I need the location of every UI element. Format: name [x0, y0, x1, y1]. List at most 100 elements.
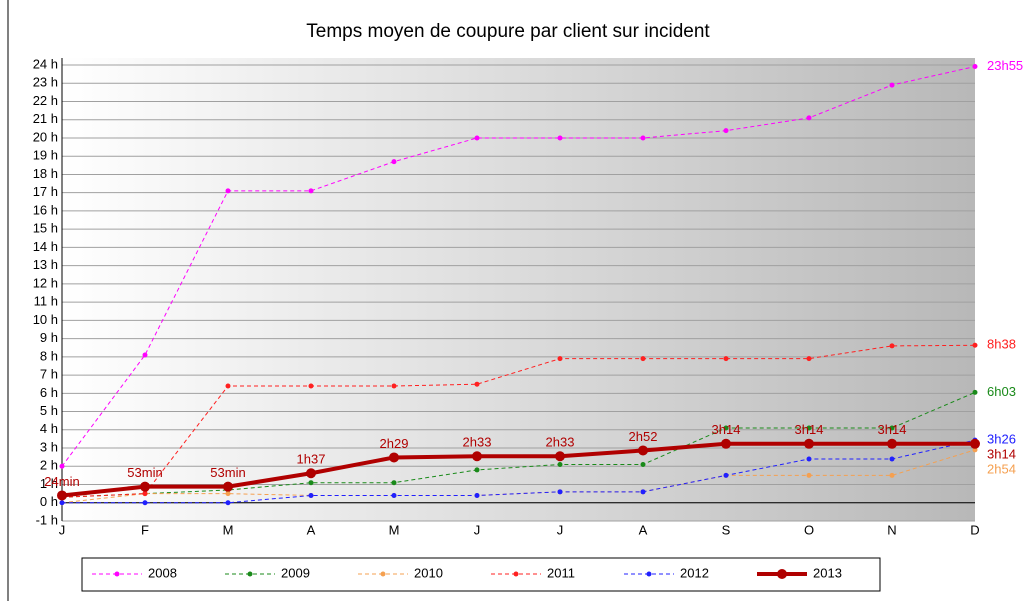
data-point [640, 135, 646, 141]
y-tick-label: 10 h [33, 312, 58, 327]
y-tick-label: 18 h [33, 166, 58, 181]
y-tick-label: 19 h [33, 148, 58, 163]
y-tick-label: 21 h [33, 111, 58, 126]
data-point [721, 438, 731, 449]
data-point [225, 383, 231, 389]
x-tick-label: D [970, 522, 979, 537]
y-tick-label: 6 h [40, 385, 58, 400]
x-tick-label: J [557, 522, 564, 537]
data-point [887, 438, 897, 449]
y-tick-label: 1 h [40, 476, 58, 491]
y-tick-label: 20 h [33, 129, 58, 144]
data-label: 24min [44, 474, 79, 489]
x-tick-label: M [223, 522, 234, 537]
data-point [225, 491, 231, 497]
data-point [389, 452, 399, 463]
x-tick-label: N [887, 522, 896, 537]
data-point [557, 135, 563, 141]
data-point [57, 490, 67, 501]
legend-marker [646, 571, 652, 577]
legend-label: 2011 [547, 565, 575, 580]
y-tick-label: 13 h [33, 257, 58, 272]
data-label: 8h38 [987, 337, 1016, 352]
data-point [806, 456, 812, 462]
x-tick-label: F [141, 522, 149, 537]
x-tick-label: J [59, 522, 66, 537]
data-point [555, 451, 565, 462]
y-tick-label: 3 h [40, 439, 58, 454]
data-label: 2h52 [629, 429, 658, 444]
legend-marker [247, 571, 253, 577]
chart-title: Temps moyen de coupure par client sur in… [306, 21, 710, 42]
y-tick-label: 5 h [40, 403, 58, 418]
data-point [59, 500, 65, 506]
x-tick-label: A [307, 522, 316, 537]
data-point [308, 188, 314, 194]
data-point [640, 489, 646, 495]
data-point [142, 500, 148, 506]
data-point [972, 342, 978, 348]
legend-label: 2009 [281, 565, 310, 580]
y-tick-label: 22 h [33, 93, 58, 108]
data-point [308, 480, 314, 486]
legend-label: 2013 [813, 565, 842, 580]
data-point [640, 356, 646, 362]
data-label: 3h14 [795, 422, 824, 437]
y-tick-label: 23 h [33, 75, 58, 90]
data-point [806, 472, 812, 478]
data-point [723, 128, 729, 134]
y-tick-label: 9 h [40, 330, 58, 345]
data-point [140, 481, 150, 492]
data-point [972, 389, 978, 395]
data-point [474, 492, 480, 498]
y-tick-label: 17 h [33, 184, 58, 199]
data-point [889, 425, 895, 431]
data-point [474, 381, 480, 387]
y-tick-label: 14 h [33, 239, 58, 254]
data-point [391, 159, 397, 165]
y-tick-label: 2 h [40, 458, 58, 473]
data-point [142, 352, 148, 358]
y-tick-label: 15 h [33, 221, 58, 236]
legend-label: 2008 [148, 565, 177, 580]
data-label: 23h55 [987, 58, 1023, 73]
data-label: 3h14 [987, 447, 1016, 462]
data-label: 2h33 [463, 435, 492, 450]
legend-marker [114, 571, 120, 577]
data-point [308, 492, 314, 498]
data-point [970, 438, 980, 449]
data-point [889, 472, 895, 478]
series-line [61, 391, 976, 498]
x-tick-label: O [804, 522, 814, 537]
x-tick-label: M [389, 522, 400, 537]
data-point [472, 451, 482, 462]
y-tick-label: 8 h [40, 348, 58, 363]
data-label: 53min [127, 465, 162, 480]
legend-marker [380, 571, 386, 577]
data-point [723, 356, 729, 362]
y-tick-label: 4 h [40, 421, 58, 436]
legend-label: 2012 [680, 565, 709, 580]
series-line [62, 439, 976, 504]
data-label: 3h14 [712, 422, 741, 437]
data-point [557, 489, 563, 495]
data-point [225, 500, 231, 506]
data-label: 53min [210, 465, 245, 480]
data-point [638, 445, 648, 456]
data-point [225, 188, 231, 194]
data-point [806, 425, 812, 431]
data-point [308, 383, 314, 389]
y-tick-label: 7 h [40, 367, 58, 382]
legend [81, 557, 881, 592]
data-label: 3h14 [878, 422, 907, 437]
y-tick-label: 16 h [33, 202, 58, 217]
data-point [889, 456, 895, 462]
data-point [142, 491, 148, 497]
data-point [557, 461, 563, 467]
data-point [804, 438, 814, 449]
x-tick-label: A [639, 522, 648, 537]
data-label: 3h26 [987, 432, 1016, 447]
data-point [889, 343, 895, 349]
